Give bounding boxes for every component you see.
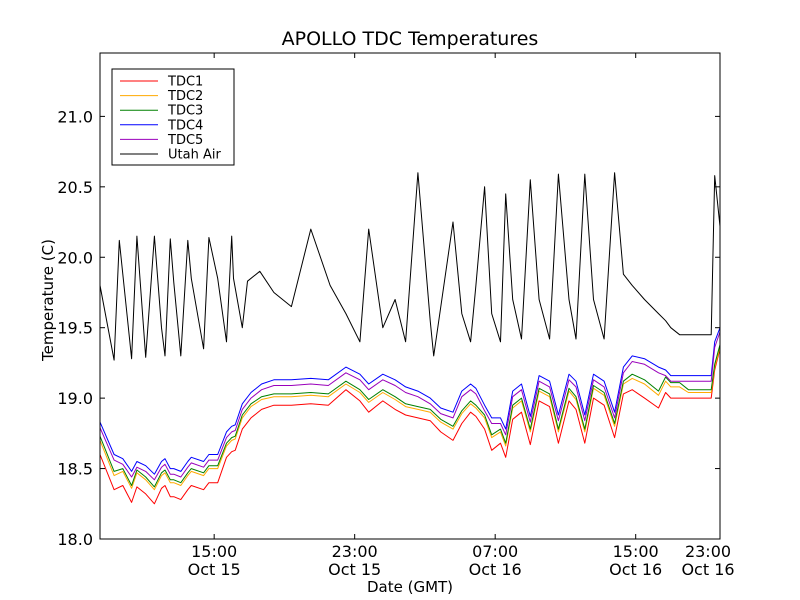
y-tick-label: 21.0: [57, 107, 93, 126]
x-tick-date-label: Oct 16: [681, 560, 734, 579]
x-tick-time-label: 07:00: [472, 542, 518, 561]
y-tick-label: 20.5: [57, 178, 93, 197]
series-line-utah-air: [99, 172, 721, 361]
plot-frame: [99, 52, 721, 540]
x-tick-date-label: Oct 15: [328, 560, 381, 579]
series-line-tdc1: [99, 348, 721, 505]
legend-label: TDC5: [167, 133, 203, 148]
legend-box: [111, 68, 235, 166]
legend-label: TDC1: [167, 75, 203, 90]
x-axis-label: Date (GMT): [367, 578, 453, 596]
legend-label: TDC3: [167, 104, 203, 119]
x-tick-time-label: 23:00: [332, 542, 378, 561]
series-line-tdc3: [99, 344, 721, 488]
legend-label: TDC4: [167, 118, 203, 133]
y-tick-label: 19.0: [57, 389, 93, 408]
y-tick-label: 18.0: [57, 530, 93, 549]
y-axis-label: Temperature (C): [39, 239, 57, 362]
x-tick-date-label: Oct 16: [609, 560, 662, 579]
chart-title: APOLLO TDC Temperatures: [282, 28, 539, 50]
y-tick-label: 18.5: [57, 460, 93, 479]
legend-label: TDC2: [167, 89, 203, 104]
legend-label: Utah Air: [168, 148, 221, 163]
x-tick-time-label: 23:00: [685, 542, 731, 561]
series-layer: [99, 172, 721, 505]
x-tick-time-label: 15:00: [613, 542, 659, 561]
x-tick-date-label: Oct 15: [188, 560, 241, 579]
series-line-tdc5: [99, 331, 721, 481]
x-tick-date-label: Oct 16: [469, 560, 522, 579]
y-tick-label: 19.5: [57, 319, 93, 338]
x-tick-time-label: 15:00: [191, 542, 237, 561]
series-line-tdc4: [99, 327, 721, 475]
series-line-tdc2: [99, 347, 721, 491]
y-tick-label: 20.0: [57, 248, 93, 267]
